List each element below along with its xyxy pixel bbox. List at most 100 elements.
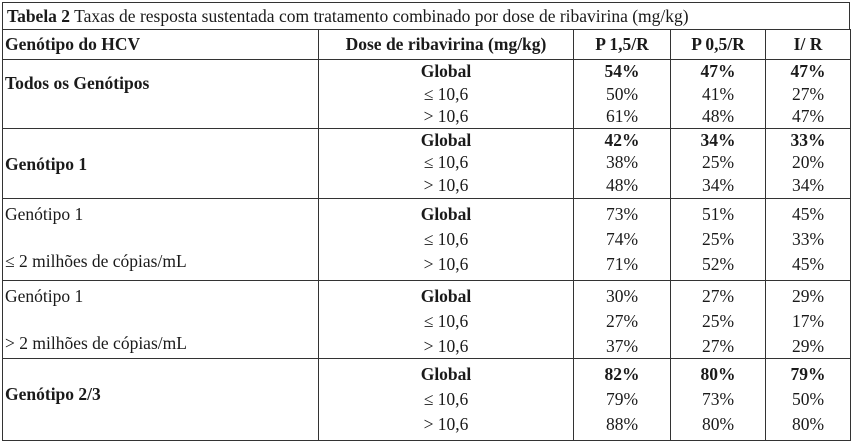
p05-low: 25% (701, 228, 735, 249)
dose-low: ≤ 10,6 (423, 228, 469, 249)
ir-high: 45% (791, 253, 825, 274)
p15-global: 30% (605, 285, 639, 306)
p05-high: 48% (701, 106, 735, 126)
p15-low: 27% (605, 310, 639, 331)
ir-low: 50% (791, 388, 825, 409)
p05-global: 34% (700, 129, 736, 150)
dose-global: Global (420, 203, 472, 224)
ir-global: 45% (791, 203, 825, 224)
genotype-label: Genótipo 1 (5, 203, 84, 224)
p05-cell: 27% 25% 27% (670, 279, 766, 359)
p15-high: 37% (605, 335, 639, 356)
p05-low: 25% (701, 152, 735, 172)
p15-low: 38% (605, 152, 639, 172)
ir-high: 29% (791, 335, 825, 356)
header-genotype: Genótipo do HCV (2, 29, 319, 60)
header-ir: I/ R (765, 29, 851, 60)
p05-high: 34% (701, 174, 735, 195)
ir-cell: 45% 33% 45% (765, 197, 851, 281)
dose-cell: Global ≤ 10,6 > 10,6 (318, 197, 574, 281)
p15-high: 88% (605, 413, 639, 434)
ir-low: 17% (791, 310, 825, 331)
p05-low: 73% (701, 388, 735, 409)
p05-high: 80% (701, 413, 735, 434)
dose-global: Global (420, 285, 472, 306)
genotype-sublabel: ≤ 2 milhões de cópias/mL (5, 251, 187, 271)
p05-global: 51% (701, 203, 735, 224)
dose-global: Global (420, 61, 472, 81)
p15-low: 50% (605, 83, 639, 104)
ir-high: 34% (791, 174, 825, 195)
dose-high: > 10,6 (423, 174, 469, 195)
dose-cell: Global ≤ 10,6 > 10,6 (318, 127, 574, 199)
header-p15: P 1,5/R (573, 29, 671, 60)
p15-cell: 82% 79% 88% (573, 357, 671, 441)
genotype-cell: Genótipo 1 > 2 milhões de cópias/mL (2, 279, 319, 359)
p15-global: 82% (604, 363, 640, 384)
p05-cell: 47% 41% 48% (670, 59, 766, 129)
p15-global: 54% (604, 61, 640, 81)
p05-global: 80% (700, 363, 736, 384)
p15-global: 42% (604, 129, 640, 150)
caption-label: Tabela 2 (7, 6, 71, 26)
dose-low: ≤ 10,6 (423, 83, 469, 104)
p15-low: 79% (605, 388, 639, 409)
table-row: Genótipo 1 ≤ 2 milhões de cópias/mL Glob… (2, 197, 851, 281)
p15-cell: 73% 74% 71% (573, 197, 671, 281)
dose-low: ≤ 10,6 (423, 388, 469, 409)
dose-high: > 10,6 (423, 253, 469, 274)
header-row: Genótipo do HCV Dose de ribavirina (mg/k… (2, 29, 851, 60)
dose-high: > 10,6 (423, 106, 469, 126)
p15-high: 71% (605, 253, 639, 274)
ir-cell: 47% 27% 47% (765, 59, 851, 129)
genotype-label: Genótipo 1 (5, 153, 88, 174)
p05-high: 27% (701, 335, 735, 356)
p15-high: 48% (605, 174, 639, 195)
genotype-label: Genótipo 1 (5, 285, 84, 306)
genotype-spacer (5, 225, 318, 250)
table-row: Todos os Genótipos Global ≤ 10,6 > 10,6 … (2, 59, 851, 129)
ir-low: 27% (791, 83, 825, 104)
dose-cell: Global ≤ 10,6 > 10,6 (318, 59, 574, 129)
p05-global: 27% (701, 285, 735, 306)
p05-global: 47% (700, 61, 736, 81)
ir-global: 33% (790, 129, 826, 150)
ir-low: 20% (791, 152, 825, 172)
caption-text: Taxas de resposta sustentada com tratame… (70, 6, 689, 26)
p15-cell: 42% 38% 48% (573, 127, 671, 199)
genotype-label: Todos os Genótipos (5, 73, 150, 93)
p15-global: 73% (605, 203, 639, 224)
p15-cell: 30% 27% 37% (573, 279, 671, 359)
genotype-cell: Genótipo 1 (2, 127, 319, 199)
ir-high: 80% (791, 413, 825, 434)
ir-global: 47% (790, 61, 826, 81)
ir-cell: 33% 20% 34% (765, 127, 851, 199)
genotype-spacer (5, 307, 318, 332)
ir-cell: 79% 50% 80% (765, 357, 851, 441)
p05-low: 41% (701, 83, 735, 104)
p15-low: 74% (605, 228, 639, 249)
dose-global: Global (420, 129, 472, 150)
header-p05: P 0,5/R (670, 29, 766, 60)
genotype-cell: Todos os Genótipos (2, 59, 319, 129)
results-table: Genótipo do HCV Dose de ribavirina (mg/k… (2, 29, 851, 441)
dose-cell: Global ≤ 10,6 > 10,6 (318, 357, 574, 441)
table-caption: Tabela 2 Taxas de resposta sustentada co… (2, 2, 850, 29)
p05-high: 52% (701, 253, 735, 274)
dose-global: Global (420, 363, 472, 384)
genotype-label: Genótipo 2/3 (5, 383, 101, 404)
ir-low: 33% (791, 228, 825, 249)
dose-cell: Global ≤ 10,6 > 10,6 (318, 279, 574, 359)
table-row: Genótipo 1 > 2 milhões de cópias/mL Glob… (2, 279, 851, 359)
p05-cell: 80% 73% 80% (670, 357, 766, 441)
table-row: Genótipo 1 Global ≤ 10,6 > 10,6 42% 38% … (2, 127, 851, 199)
header-dose: Dose de ribavirina (mg/kg) (318, 29, 574, 60)
ir-global: 79% (790, 363, 826, 384)
p15-high: 61% (605, 106, 639, 126)
table-row: Genótipo 2/3 Global ≤ 10,6 > 10,6 82% 79… (2, 357, 851, 441)
dose-high: > 10,6 (423, 335, 469, 356)
dose-low: ≤ 10,6 (423, 310, 469, 331)
dose-low: ≤ 10,6 (423, 152, 469, 172)
dose-high: > 10,6 (423, 413, 469, 434)
p05-low: 25% (701, 310, 735, 331)
